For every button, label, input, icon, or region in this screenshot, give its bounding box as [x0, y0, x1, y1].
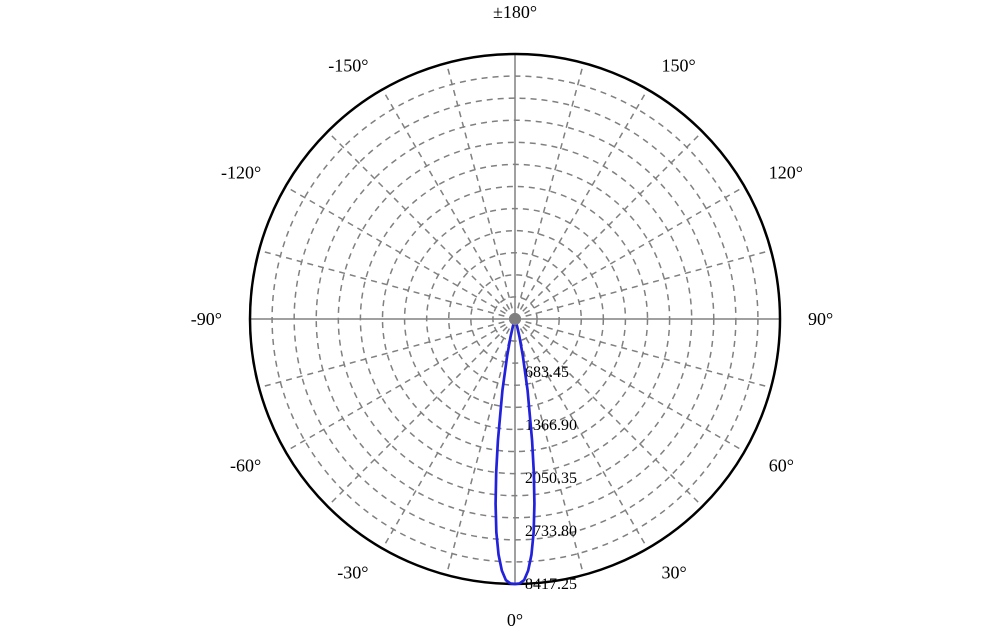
- angle-label: 60°: [769, 456, 794, 476]
- angle-label: 120°: [769, 163, 803, 183]
- angle-label: -30°: [337, 563, 368, 583]
- angle-label: -150°: [328, 55, 368, 75]
- polar-chart: ±180° -150° -120° -90° -60° -30° 0° 30° 60° 90° 12…: [0, 0, 991, 638]
- angle-label: -120°: [221, 163, 261, 183]
- center-point: [509, 313, 521, 325]
- angle-label: -60°: [230, 456, 261, 476]
- angle-label: ±180°: [493, 2, 537, 22]
- angle-label: 90°: [808, 309, 833, 329]
- angle-label: -90°: [191, 309, 222, 329]
- angle-label: 30°: [662, 563, 687, 583]
- radial-label: 683.45: [525, 364, 569, 381]
- angle-label: 0°: [507, 610, 523, 630]
- radial-label: 8417.25: [525, 576, 577, 593]
- radial-label: 1366.90: [525, 417, 577, 434]
- angle-label: 150°: [662, 55, 696, 75]
